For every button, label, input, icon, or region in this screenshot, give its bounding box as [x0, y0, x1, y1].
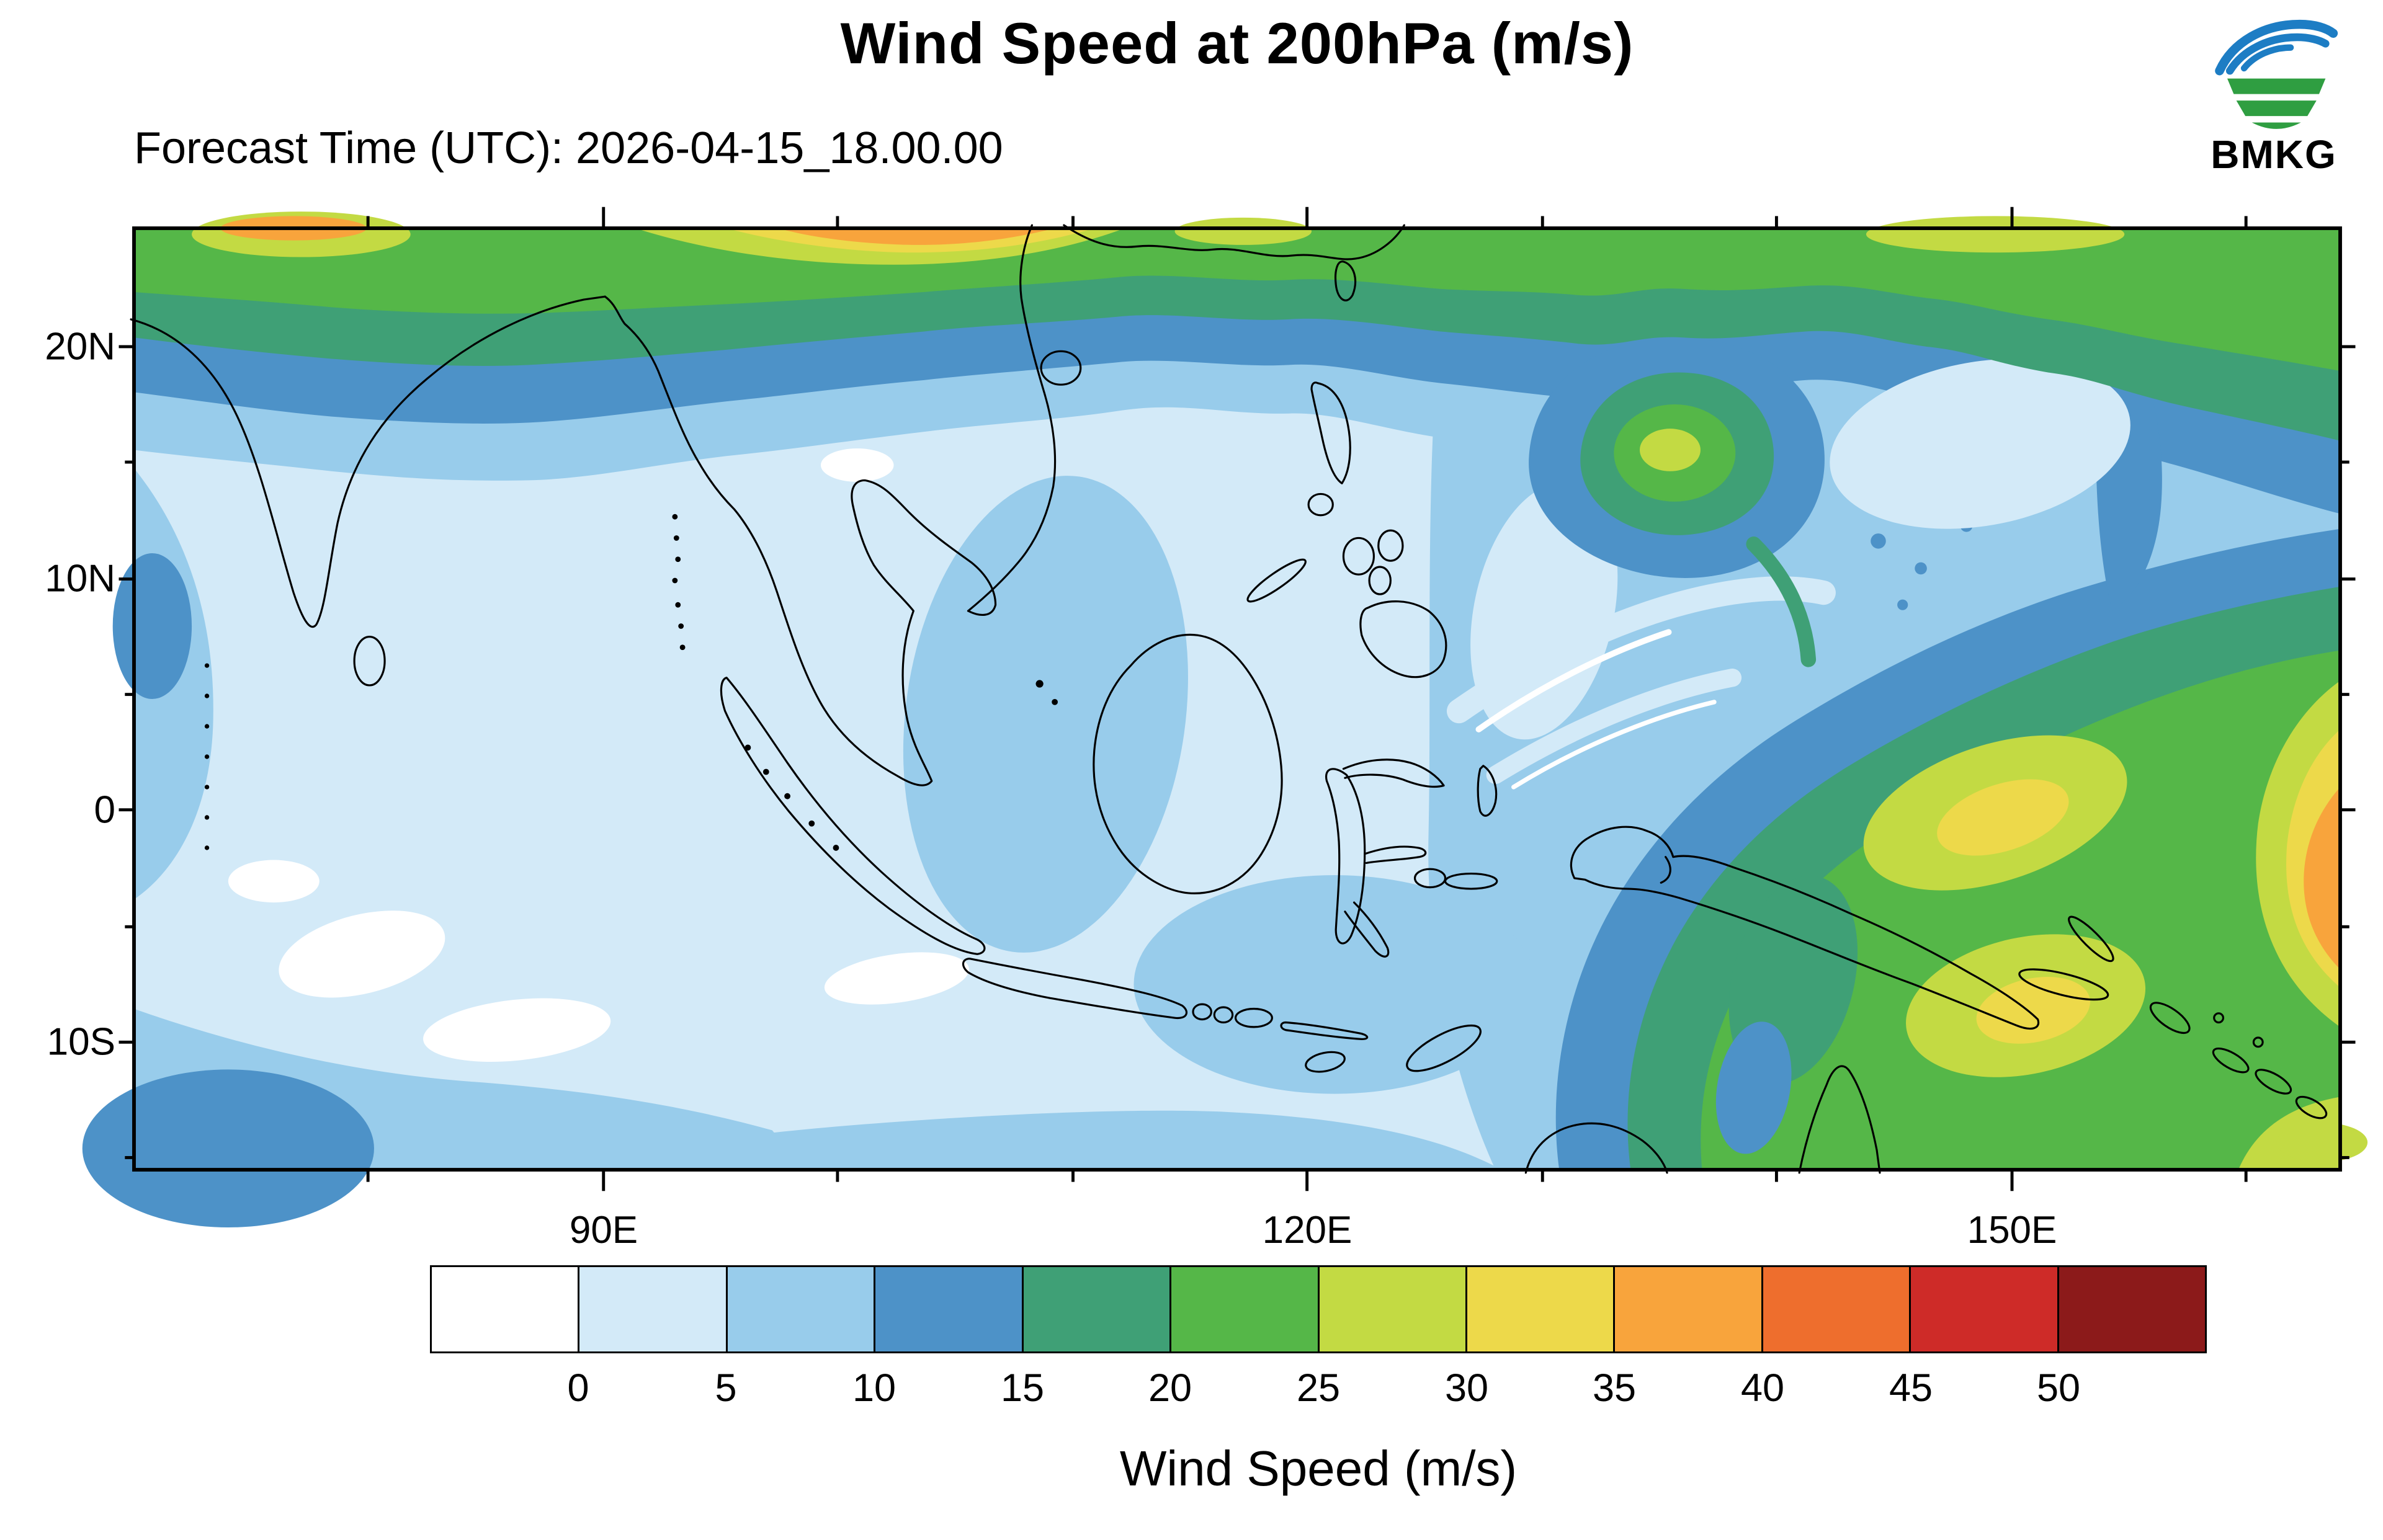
coast-cebu — [1368, 566, 1392, 595]
coastlines — [130, 224, 2328, 1174]
coast-luzon — [1310, 381, 1351, 484]
coast-buru — [1413, 868, 1447, 889]
colorbar-tick-20: 20 — [1148, 1366, 1192, 1410]
colorbar-segment — [1761, 1265, 1911, 1353]
colorbar-tick-10: 10 — [852, 1366, 896, 1410]
coast-lombok — [1213, 1006, 1234, 1024]
coast-sulawesi-north-arm — [1342, 759, 1445, 788]
forecast-time-label: Forecast Time (UTC): 2026-04-15_18.00.00 — [134, 123, 1003, 173]
coast-solomon-1 — [2212, 1048, 2250, 1074]
coast-bali — [1192, 1003, 1212, 1021]
coast-solomon-2 — [2255, 1069, 2292, 1095]
coast-halmahera — [1477, 765, 1498, 817]
coast-hainan — [1040, 350, 1082, 386]
colorbar-segments — [430, 1265, 2207, 1353]
coast-mindanao — [1359, 600, 1447, 679]
colorbar-segment — [1317, 1265, 1467, 1353]
contour-fills — [82, 211, 2368, 1228]
coast-cenderawasih-bay — [1660, 856, 1671, 884]
coast-new-ireland — [2068, 915, 2114, 963]
coast-south-china — [1063, 224, 1405, 260]
colorbar-segment — [578, 1265, 728, 1353]
colorbar — [430, 1265, 2207, 1353]
lon-tick-label-120e: 120E — [1262, 1209, 1352, 1252]
lat-tick-label-20n: 20N — [45, 325, 115, 368]
colorbar-segment — [1021, 1265, 1172, 1353]
coast-sulawesi-east-arm — [1364, 845, 1427, 865]
coast-sulawesi-se-arm — [1344, 901, 1390, 958]
wind-speed-map — [82, 207, 2368, 1228]
colorbar-segment — [1613, 1265, 1763, 1353]
lon-tick-label-150e: 150E — [1967, 1209, 2057, 1252]
map-frame-border-and-ticks — [118, 207, 2356, 1191]
colorbar-tick-0: 0 — [567, 1366, 589, 1410]
colorbar-segment — [1169, 1265, 1320, 1353]
coast-flores — [1280, 1021, 1369, 1041]
coast-taiwan — [1335, 260, 1357, 301]
lat-tick-label-10n: 10N — [45, 557, 115, 600]
coast-natuna — [1035, 680, 1058, 705]
bmkg-logo-icon — [2215, 19, 2338, 129]
coast-mentawai — [744, 744, 839, 851]
coast-timor — [1406, 1024, 1482, 1072]
colorbar-title: Wind Speed (m/s) — [1119, 1441, 1518, 1496]
coast-cape-york — [1798, 1065, 1881, 1174]
coast-sri-lanka — [353, 636, 386, 687]
coast-mindoro — [1307, 492, 1334, 517]
page-title: Wind Speed at 200hPa (m/s) — [840, 11, 1634, 76]
colorbar-tick-50: 50 — [2036, 1366, 2081, 1410]
colorbar-tick-30: 30 — [1444, 1366, 1489, 1410]
coast-sumatra — [720, 677, 986, 955]
bmkg-logo: BMKG — [2196, 6, 2351, 177]
colorbar-tick-40: 40 — [1740, 1366, 1785, 1410]
lon-tick-label-90e: 90E — [569, 1209, 638, 1252]
colorbar-tick-25: 25 — [1296, 1366, 1341, 1410]
coast-indochina — [604, 295, 997, 786]
coast-andaman-nicobar — [672, 514, 686, 651]
lat-tick-label-10s: 10S — [47, 1020, 115, 1064]
coast-sumbawa — [1234, 1007, 1273, 1028]
coast-new-guinea — [1570, 826, 2040, 1030]
colorbar-segment — [2057, 1265, 2207, 1353]
colorbar-segment — [1465, 1265, 1616, 1353]
coast-samar — [1377, 529, 1404, 562]
coast-panay — [1342, 536, 1375, 576]
lat-tick-label-0: 0 — [94, 788, 115, 832]
bmkg-logo-text: BMKG — [2211, 132, 2337, 177]
coast-arnhem-land — [1524, 1122, 1668, 1174]
colorbar-segment — [725, 1265, 876, 1353]
coast-bougainville — [2149, 1002, 2191, 1035]
map-plot-area — [82, 207, 2368, 1228]
coast-vietnam — [967, 224, 1057, 612]
coast-islet-1 — [2213, 1012, 2225, 1024]
coast-borneo — [1093, 633, 1283, 894]
colorbar-segment — [430, 1265, 580, 1353]
coast-palawan — [1246, 558, 1307, 603]
coast-sumba — [1305, 1051, 1346, 1073]
coast-new-britain — [2018, 968, 2109, 1001]
coast-solomon-3 — [2295, 1095, 2328, 1119]
coast-java — [962, 958, 1188, 1020]
colorbar-segment — [874, 1265, 1024, 1353]
colorbar-tick-5: 5 — [715, 1366, 737, 1410]
coast-islet-2 — [2252, 1036, 2264, 1048]
colorbar-tick-15: 15 — [1000, 1366, 1045, 1410]
colorbar-tick-35: 35 — [1592, 1366, 1637, 1410]
colorbar-segment — [1909, 1265, 2059, 1353]
coast-maldives — [204, 663, 210, 850]
coast-sulawesi-body — [1325, 768, 1366, 945]
coast-india — [130, 295, 606, 628]
colorbar-tick-45: 45 — [1889, 1366, 1933, 1410]
